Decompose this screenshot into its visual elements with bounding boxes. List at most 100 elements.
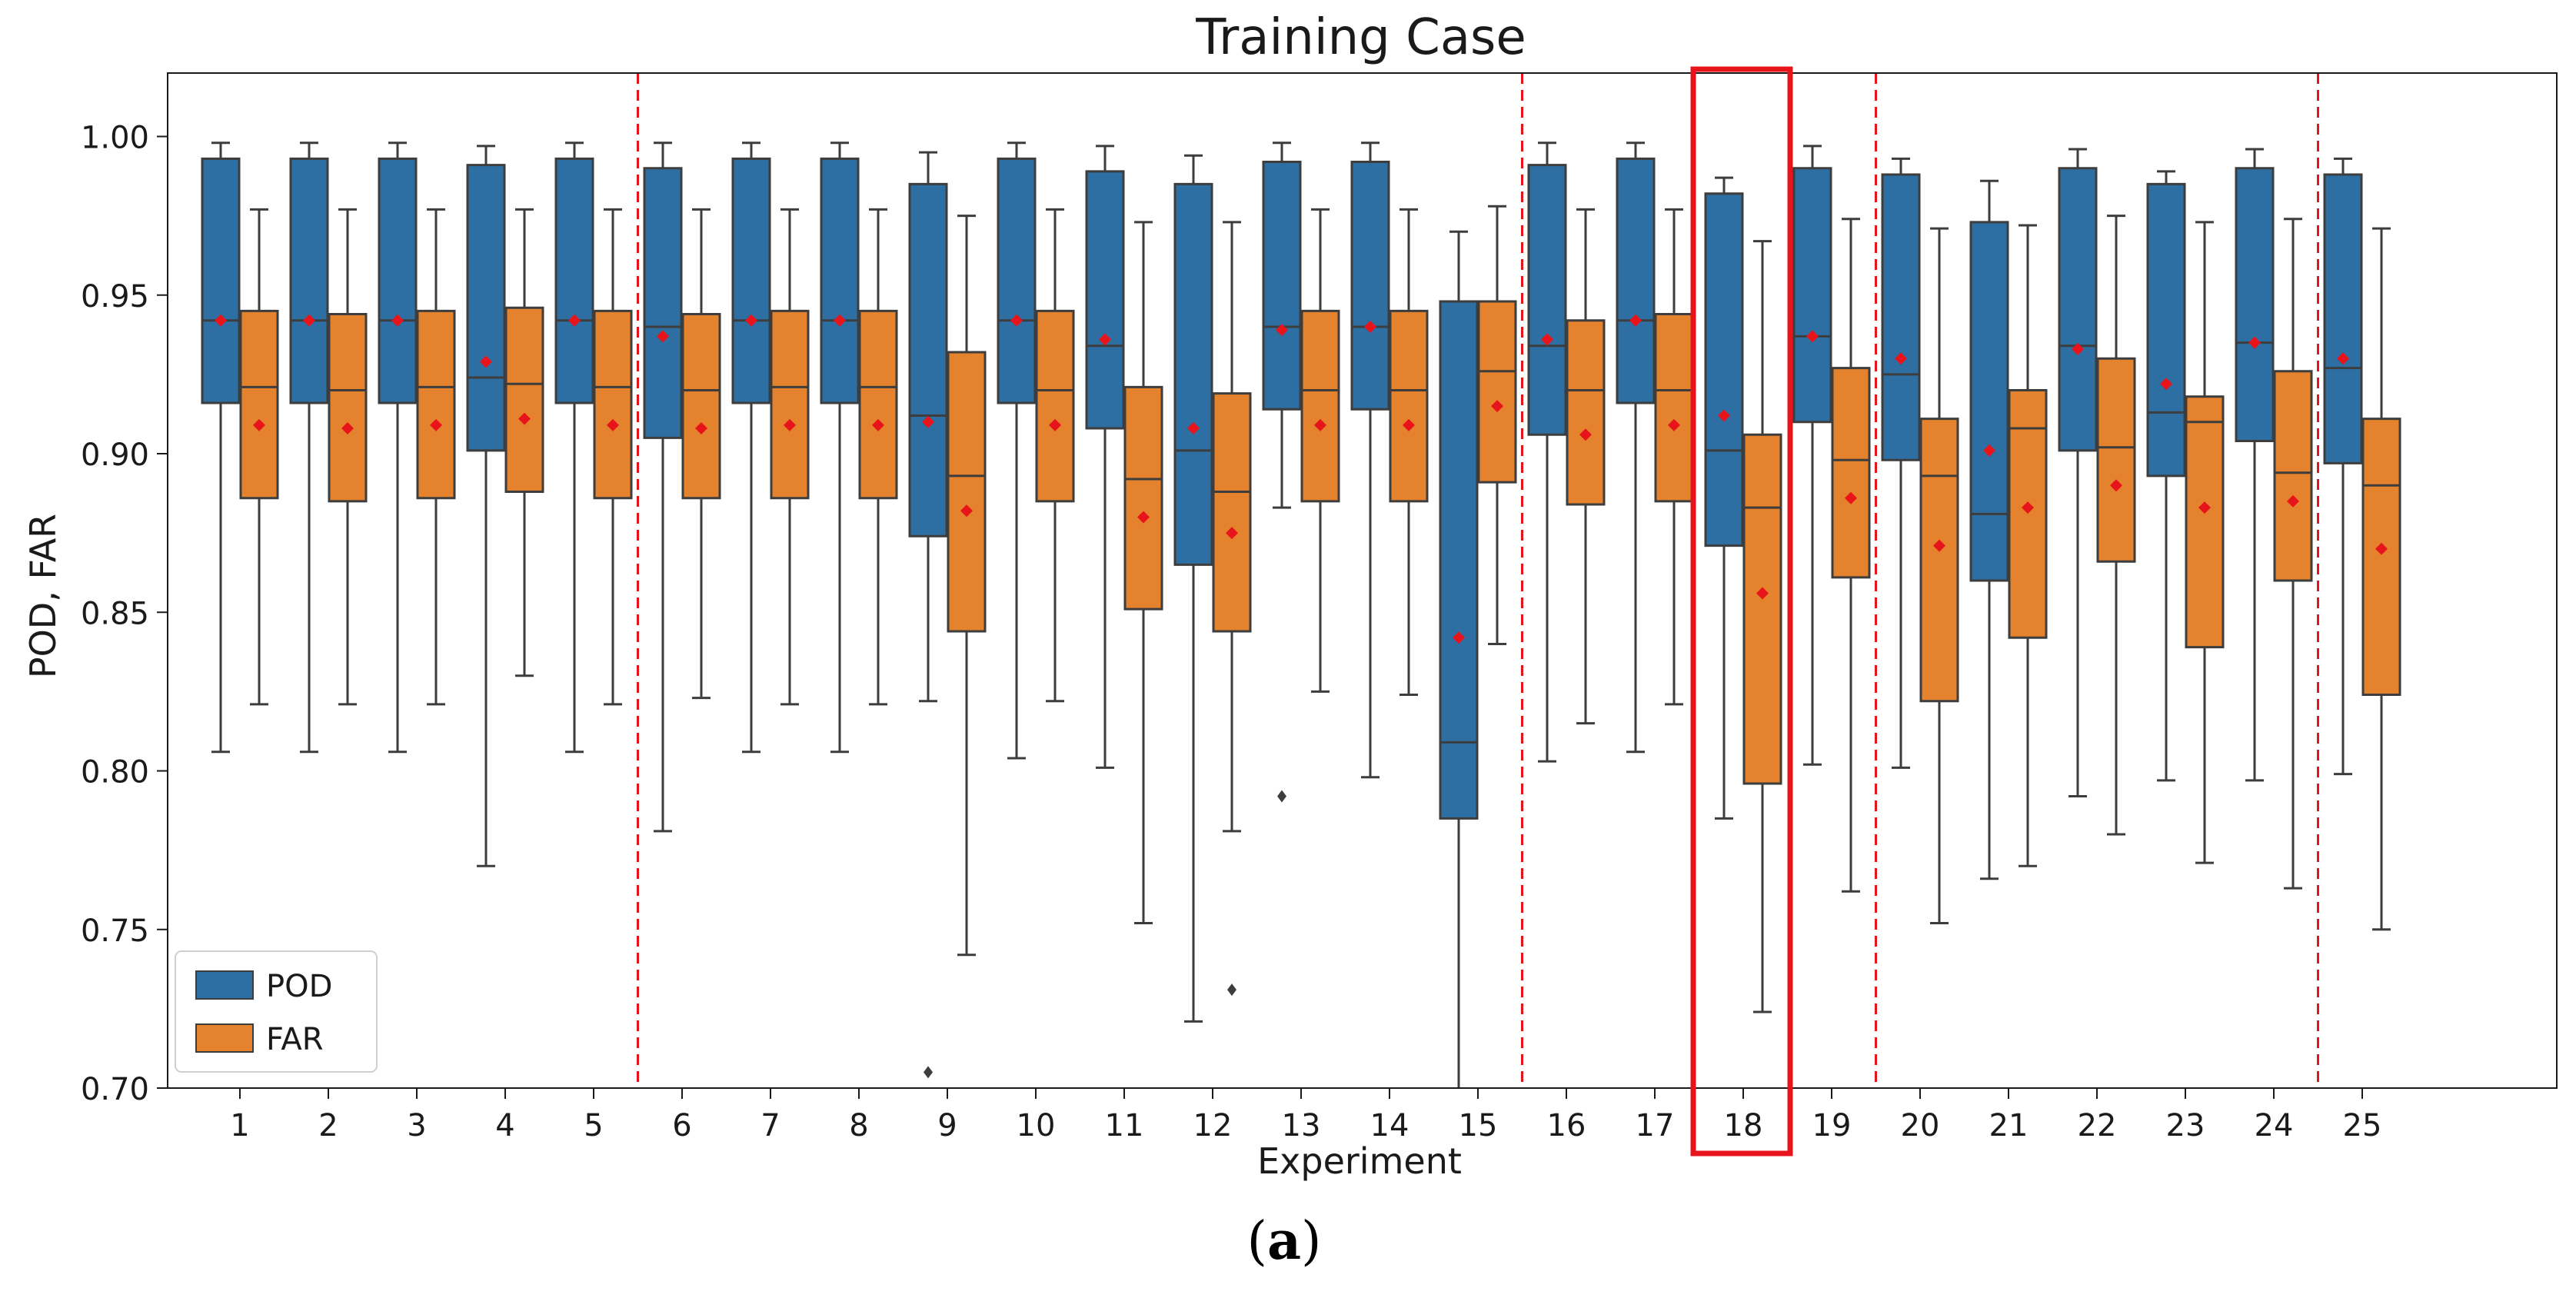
mean-marker [1453,631,1465,644]
far-box-24 [2273,218,2313,890]
mean-marker [215,314,227,327]
iqr-box [1654,313,1694,503]
iqr-box [1477,300,1517,484]
pod-box-21 [1969,179,2009,880]
iqr-box [1085,170,1125,430]
iqr-box [947,351,987,633]
x-tick-label: 25 [2343,1108,2382,1143]
outlier-marker [1227,983,1236,997]
legend-label-pod: POD [266,969,332,1004]
mean-marker [1668,418,1680,431]
mean-marker [745,314,757,327]
mean-marker [2198,501,2211,514]
pod-box-8 [820,141,860,754]
mean-marker [960,504,973,518]
pod-box-13 [1262,141,1302,803]
mean-marker [1629,314,1642,327]
iqr-box [2185,395,2225,649]
legend-swatch-far [195,1023,254,1053]
iqr-box [1350,161,1390,411]
pod-box-16 [1527,141,1567,763]
iqr-box [1212,392,1252,633]
iqr-box [1173,182,1213,566]
iqr-box [2235,167,2275,442]
x-tick-label: 17 [1636,1108,1675,1143]
x-tick-label: 2 [318,1108,338,1143]
far-box-20 [1919,227,1959,924]
mean-marker [1187,422,1200,434]
mean-marker [2287,494,2299,508]
iqr-box [997,157,1037,404]
iqr-box [908,182,948,538]
iqr-box [416,309,456,500]
iqr-box [378,157,418,404]
x-tick-label: 3 [407,1108,426,1143]
y-tick-label: 0.85 [81,596,149,631]
x-tick-label: 23 [2166,1108,2205,1143]
iqr-box [858,309,898,500]
pod-box-10 [997,141,1037,760]
legend-label-far: FAR [266,1022,324,1057]
iqr-box [1035,309,1075,503]
x-tick-label: 9 [937,1108,957,1143]
y-tick-label: 0.95 [81,279,149,315]
iqr-box [681,313,721,500]
mean-marker [253,418,265,431]
iqr-box [1616,157,1656,404]
far-box-6 [681,208,721,700]
iqr-box [504,306,544,493]
chart-title: Training Case [1195,9,1526,66]
x-tick-label: 6 [672,1108,691,1143]
iqr-box [1439,300,1479,820]
mean-marker [341,422,354,434]
iqr-box [1262,161,1302,411]
y-tick-label: 1.00 [81,121,149,156]
mean-marker [1314,418,1326,431]
far-box-23 [2185,221,2225,864]
x-tick-label: 21 [1989,1108,2029,1143]
mean-marker [1049,418,1061,431]
far-box-25 [2361,227,2401,931]
mean-marker [1579,428,1592,441]
mean-marker [1806,330,1819,343]
far-box-15 [1477,205,1517,645]
x-tick-label: 10 [1017,1108,1056,1143]
y-axis-label: POD, FAR [22,514,64,678]
iqr-box [1742,433,1782,785]
mean-marker [1895,352,1907,365]
x-tick-label: 14 [1370,1108,1409,1143]
mean-marker [1491,400,1503,413]
x-tick-label: 22 [2078,1108,2117,1143]
mean-marker [303,314,315,327]
pod-box-12 [1173,154,1213,1023]
far-box-12 [1212,221,1252,997]
iqr-box [2323,173,2363,464]
iqr-box [1831,367,1871,579]
iqr-box [289,157,329,404]
pod-box-9 [908,151,948,1079]
highlight-frame-experiment-18 [1690,66,1793,1157]
iqr-box [1969,221,2009,582]
mean-marker [2022,501,2034,514]
far-box-11 [1123,221,1163,924]
iqr-box [554,157,594,404]
plot-frame [167,72,2558,1089]
x-tick-label: 11 [1105,1108,1144,1143]
mean-marker [1718,409,1730,422]
mean-marker [1226,527,1238,540]
x-tick-label: 1 [230,1108,249,1143]
iqr-box [1389,309,1429,503]
plot-area: 0.700.750.800.850.900.951.001 2 3 4 5 6 7 8 9 10 1… [81,66,2558,1157]
x-tick-label: 18 [1724,1108,1763,1143]
mean-marker [2248,336,2261,349]
caption-open-paren: ( [1246,1211,1267,1272]
mean-marker [922,415,934,428]
iqr-box [1300,309,1340,503]
far-box-18 [1742,240,1782,1013]
pod-box-1 [201,141,241,754]
iqr-box [1792,167,1832,424]
iqr-box [2008,389,2048,639]
iqr-box [2273,370,2313,582]
mean-marker [480,355,492,368]
